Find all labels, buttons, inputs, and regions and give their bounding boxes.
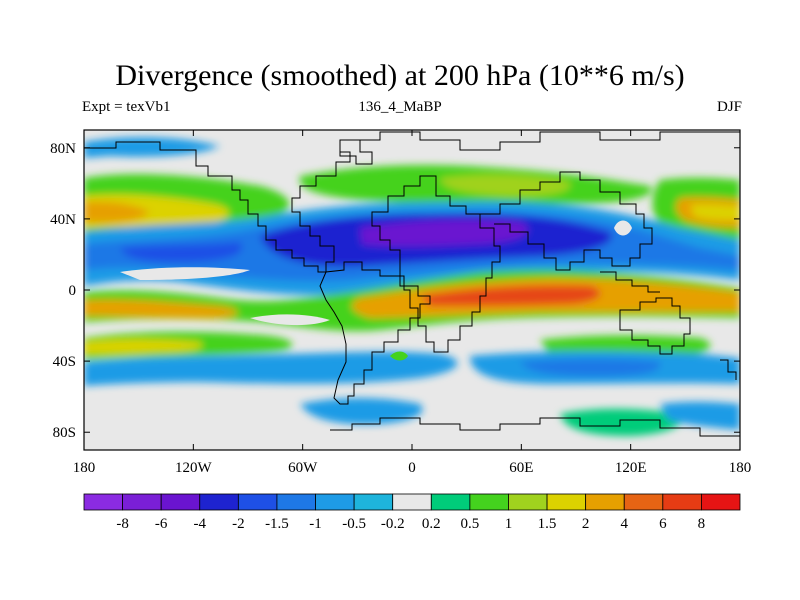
colorbar-label: -1 [309,516,322,532]
new-zealand-outline [720,359,737,380]
colorbar-label: 6 [659,516,667,532]
colorbar-box [662,493,702,511]
positive-band-s-core [84,299,239,318]
axes: 180 120W 60W 0 60E 120E 180 80N 40N 0 40S 80S [50,130,751,476]
coastlines [84,131,740,437]
colorbar-box [122,493,162,511]
antarctica-outline [330,417,740,437]
x-tick-label: 120E [615,460,647,476]
positive-band-n-central-core [440,174,571,197]
positive-band-n-west-max [84,201,150,223]
greenland-outline [339,139,373,165]
colorbar-label: 8 [698,516,706,532]
x-tick-label: 0 [408,460,416,476]
x-tick-label: 180 [73,460,96,476]
colorbar-label: 0.5 [461,516,480,532]
colorbar-label: -8 [116,516,129,532]
chart-title: Divergence (smoothed) at 200 hPa (10**6 … [115,59,685,92]
colorbar-box [585,493,625,511]
positive-band-s-max [420,285,601,306]
colorbar-box [430,493,471,511]
colorbar-box [469,493,509,511]
y-tick-label: 0 [69,283,77,299]
asia-outline [480,171,653,271]
positive-band-sml-core [84,339,203,354]
zero-streak-2 [250,314,330,326]
experiment-label: Expt = texVb1 [82,99,171,115]
europe-africa-outline [371,175,501,353]
zero-streak-1 [120,267,250,280]
colorbar-label: 2 [582,516,590,532]
colorbar-label: 1 [505,516,513,532]
colorbar-label: -2 [232,516,245,532]
colorbar-label: 0.2 [422,516,441,532]
y-tick-label: 80N [50,141,76,157]
colorbar-label: 1.5 [538,516,557,532]
colorbar-box [623,493,664,511]
x-tick-label: 120W [175,460,213,476]
indonesia-outline [600,271,660,293]
y-tick-label: 40N [50,212,76,228]
south-america-outline [319,261,431,405]
map-plot-area [84,130,740,450]
positive-band-n-east-inner [690,204,740,221]
season-label: DJF [716,99,742,115]
colorbar-label: -0.5 [342,516,366,532]
colorbar-box [276,493,316,511]
colorbar-box [83,493,123,511]
negative-belt-west [120,242,242,262]
colorbar-box [392,493,432,511]
x-tick-label: 180 [729,460,752,476]
australia-outline [619,297,691,355]
colorbar-box [508,493,548,511]
negative-belt-deep [360,220,528,247]
zero-oval [614,220,632,236]
y-tick-label: 40S [53,354,76,370]
y-tick-label: 80S [53,425,76,441]
colorbar-box [160,493,201,511]
positive-band-ss [560,408,683,436]
colorbar: -8 -6 -4 -2 -1.5 -1 -0.5 -0.2 0.2 0.5 1 1.5 2 4 6 8 [83,493,741,532]
colorbar-box [546,493,587,511]
negative-band-sml-east-core [520,359,661,376]
colorbar-box [701,493,741,511]
negative-band-ss-east [660,401,740,430]
colorbar-box [237,493,278,511]
colorbar-label: -4 [194,516,207,532]
colorbar-label: -6 [155,516,168,532]
colorbar-box [199,493,239,511]
colorbar-box [315,493,355,511]
colorbar-label: -1.5 [265,516,289,532]
x-tick-label: 60W [288,460,318,476]
x-tick-label: 60E [509,460,533,476]
colorbar-label: 4 [620,516,628,532]
north-america-outline [84,131,740,273]
case-label: 136_4_MaBP [358,99,442,115]
positive-spot [390,351,408,361]
colorbar-box [353,493,394,511]
colorbar-label: -0.2 [381,516,405,532]
